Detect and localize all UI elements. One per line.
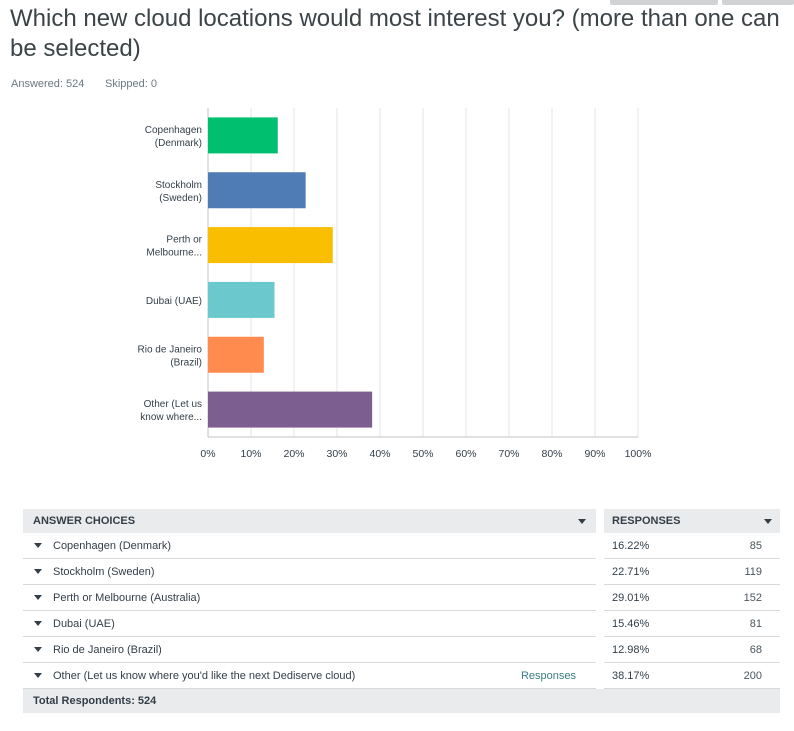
category-label: Stockholm <box>155 180 202 191</box>
bar[interactable] <box>208 172 306 209</box>
responses-header[interactable]: RESPONSES <box>604 509 780 533</box>
responses-link[interactable] <box>486 610 596 637</box>
response-percent: 12.98% <box>604 636 702 663</box>
table-row: Copenhagen (Denmark) 16.22% 85 <box>23 533 780 559</box>
category-label: Perth or <box>166 235 202 246</box>
question-title: Which new cloud locations would most int… <box>10 5 780 62</box>
response-percent: 15.46% <box>604 610 702 637</box>
chart-gridlines <box>207 108 639 438</box>
top-toolbar-button-2[interactable] <box>722 0 794 5</box>
x-tick-label: 0% <box>200 448 215 460</box>
answer-choices-header[interactable]: ANSWER CHOICES <box>23 509 596 533</box>
expand-row[interactable] <box>23 584 53 611</box>
answer-choices-header-label: ANSWER CHOICES <box>33 515 136 527</box>
x-tick-label: 30% <box>326 448 347 460</box>
answer-choice-text: Other (Let us know where you'd like the … <box>53 662 486 689</box>
responses-link[interactable] <box>486 533 596 559</box>
answer-choice-text: Rio de Janeiro (Brazil) <box>53 636 486 663</box>
expand-caret-icon[interactable] <box>34 595 42 601</box>
bar[interactable] <box>208 281 275 318</box>
x-tick-label: 100% <box>625 448 652 460</box>
x-tick-label: 10% <box>240 448 261 460</box>
chart-x-ticks: 0% 10% 20% 30% 40% 50% 60% 70% 80% 90% 100% <box>200 448 651 460</box>
answered-count: Answered: 524 <box>11 78 85 90</box>
expand-row[interactable] <box>23 662 53 689</box>
category-label: (Brazil) <box>170 357 202 368</box>
responses-link[interactable] <box>486 558 596 585</box>
category-label: Copenhagen <box>145 125 202 136</box>
response-count: 81 <box>702 610 780 637</box>
bar[interactable] <box>208 336 264 373</box>
category-label: (Sweden) <box>159 193 202 204</box>
chart-category-labels: Copenhagen (Denmark) Stockholm (Sweden) Pert… <box>138 125 203 423</box>
row-gap <box>596 584 604 611</box>
table-row: Other (Let us know where you'd like the … <box>23 662 780 689</box>
x-tick-label: 80% <box>541 448 562 460</box>
row-gap <box>596 558 604 585</box>
expand-caret-icon[interactable] <box>34 621 42 627</box>
expand-row[interactable] <box>23 558 53 585</box>
category-label: Dubai (UAE) <box>146 296 202 307</box>
expand-row[interactable] <box>23 636 53 663</box>
sort-caret-icon[interactable] <box>578 519 586 524</box>
response-count: 68 <box>702 636 780 663</box>
x-tick-label: 90% <box>584 448 605 460</box>
header-gap <box>596 509 604 533</box>
response-count: 119 <box>702 558 780 585</box>
answer-choice-text: Dubai (UAE) <box>53 610 486 637</box>
bar[interactable] <box>208 391 373 428</box>
response-count: 152 <box>702 584 780 611</box>
responses-link[interactable] <box>486 636 596 663</box>
row-gap <box>596 662 604 689</box>
category-label: know where... <box>140 412 202 423</box>
response-count: 85 <box>702 533 780 559</box>
responses-link[interactable]: Responses <box>486 662 596 689</box>
table-row: Perth or Melbourne (Australia) 29.01% 152 <box>23 584 780 611</box>
answer-choices-table: ANSWER CHOICES RESPONSES Copenhagen (Den… <box>23 509 780 713</box>
response-percent: 29.01% <box>604 584 702 611</box>
expand-caret-icon[interactable] <box>34 673 42 679</box>
bar-chart: Copenhagen (Denmark) Stockholm (Sweden) Pert… <box>138 108 651 460</box>
table-header-row: ANSWER CHOICES RESPONSES <box>23 509 780 533</box>
x-tick-label: 40% <box>369 448 390 460</box>
bar[interactable] <box>208 117 278 154</box>
category-label: Melbourne... <box>146 248 202 259</box>
expand-caret-icon[interactable] <box>34 647 42 653</box>
responses-header-label: RESPONSES <box>612 515 681 527</box>
total-row: Total Respondents: 524 <box>23 688 780 713</box>
response-percent: 22.71% <box>604 558 702 585</box>
x-tick-label: 50% <box>412 448 433 460</box>
chart-bars <box>208 117 373 428</box>
response-percent: 16.22% <box>604 533 702 559</box>
x-tick-label: 60% <box>455 448 476 460</box>
total-respondents: Total Respondents: 524 <box>23 688 780 713</box>
response-percent: 38.17% <box>604 662 702 689</box>
bar[interactable] <box>208 227 333 264</box>
answer-choice-text: Stockholm (Sweden) <box>53 558 486 585</box>
category-label: (Denmark) <box>155 138 202 149</box>
table-row: Dubai (UAE) 15.46% 81 <box>23 610 780 637</box>
row-gap <box>596 533 604 559</box>
expand-caret-icon[interactable] <box>34 543 42 549</box>
row-gap <box>596 610 604 637</box>
expand-row[interactable] <box>23 533 53 559</box>
answer-choice-text: Perth or Melbourne (Australia) <box>53 584 486 611</box>
skipped-count: Skipped: 0 <box>105 78 157 90</box>
x-tick-label: 20% <box>283 448 304 460</box>
x-tick-label: 70% <box>498 448 519 460</box>
responses-link[interactable] <box>486 584 596 611</box>
answer-choice-text: Copenhagen (Denmark) <box>53 533 486 559</box>
response-count: 200 <box>702 662 780 689</box>
category-label: Rio de Janeiro <box>138 344 203 355</box>
sort-caret-icon[interactable] <box>764 519 772 524</box>
expand-caret-icon[interactable] <box>34 569 42 575</box>
top-toolbar-button-1[interactable] <box>610 0 718 5</box>
table-row: Stockholm (Sweden) 22.71% 119 <box>23 558 780 585</box>
table-row: Rio de Janeiro (Brazil) 12.98% 68 <box>23 636 780 663</box>
category-label: Other (Let us <box>144 399 202 410</box>
row-gap <box>596 636 604 663</box>
expand-row[interactable] <box>23 610 53 637</box>
